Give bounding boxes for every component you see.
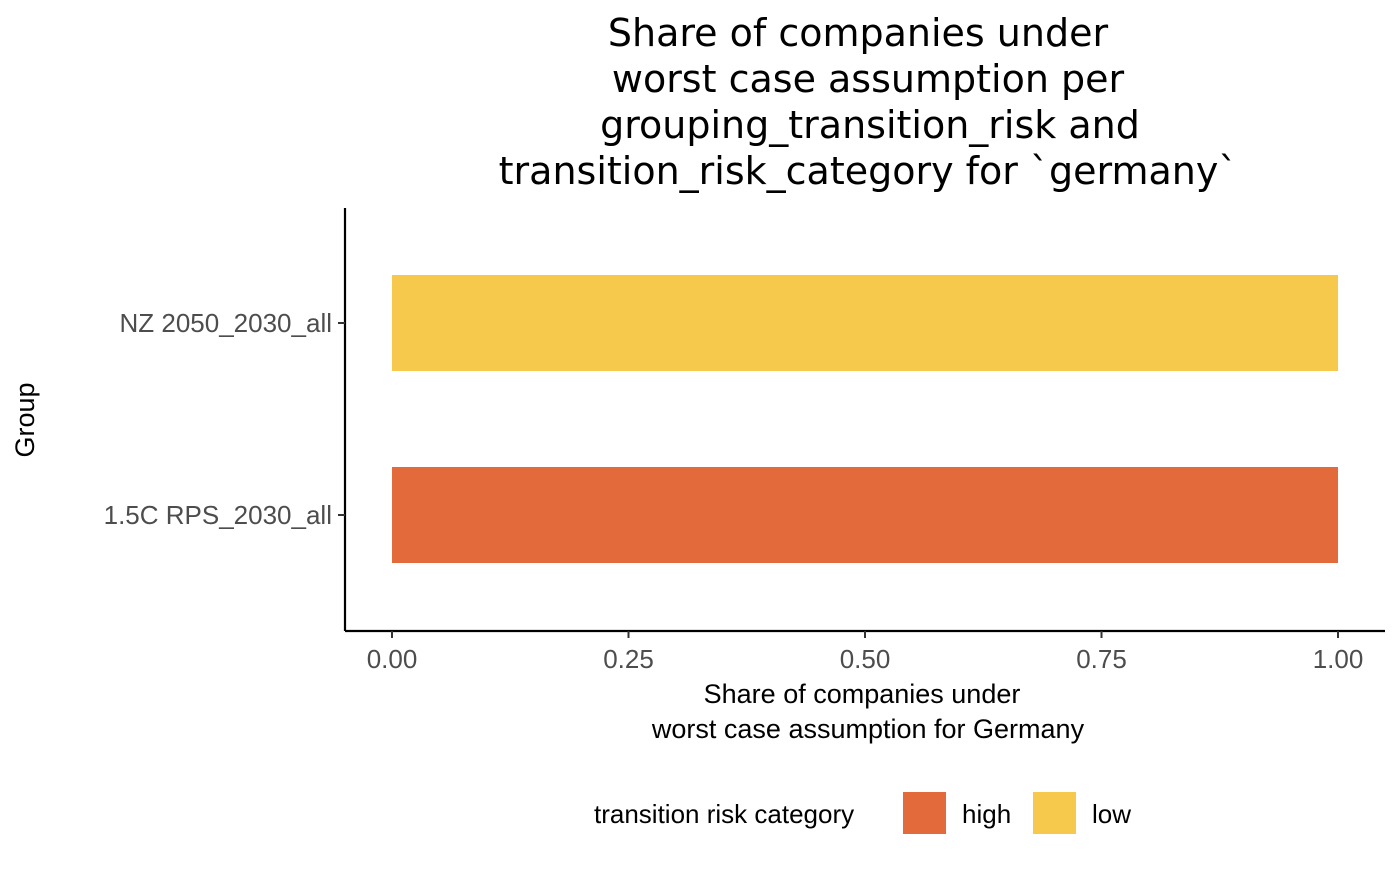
chart-title-line-3: grouping_transition_risk and (600, 103, 1140, 147)
y-tick-label: NZ 2050_2030_all (120, 308, 333, 338)
bars-layer (392, 275, 1338, 563)
x-axis-title-line-2: worst case assumption for Germany (651, 714, 1085, 744)
axes-layer: NZ 2050_2030_all 1.5C RPS_2030_all 0.00 0.2… (104, 208, 1385, 674)
chart-title-line-4: transition_risk_category for `germany` (499, 149, 1238, 193)
x-tick-label: 0.50 (840, 644, 891, 674)
legend-label-low: low (1092, 799, 1131, 829)
y-tick-label: 1.5C RPS_2030_all (104, 500, 332, 530)
x-tick-label: 0.25 (603, 644, 654, 674)
legend-key-high (903, 792, 946, 834)
y-axis-title: Group (10, 382, 40, 457)
chart-title-line-1: Share of companies under (608, 11, 1109, 55)
x-axis-title-line-1: Share of companies under (704, 679, 1021, 709)
chart-title-line-2: worst case assumption per (612, 57, 1125, 101)
x-tick-label: 1.00 (1313, 644, 1364, 674)
legend-label-high: high (962, 799, 1011, 829)
bar-high-2 (392, 467, 1338, 563)
x-tick-label: 0.00 (367, 644, 418, 674)
legend-key-low (1033, 792, 1076, 834)
legend-title: transition risk category (594, 799, 854, 829)
chart-title: Share of companies under worst case assu… (499, 11, 1238, 193)
legend: transition risk category high low (594, 792, 1131, 834)
bar-low-1 (392, 275, 1338, 371)
x-tick-label: 0.75 (1076, 644, 1127, 674)
